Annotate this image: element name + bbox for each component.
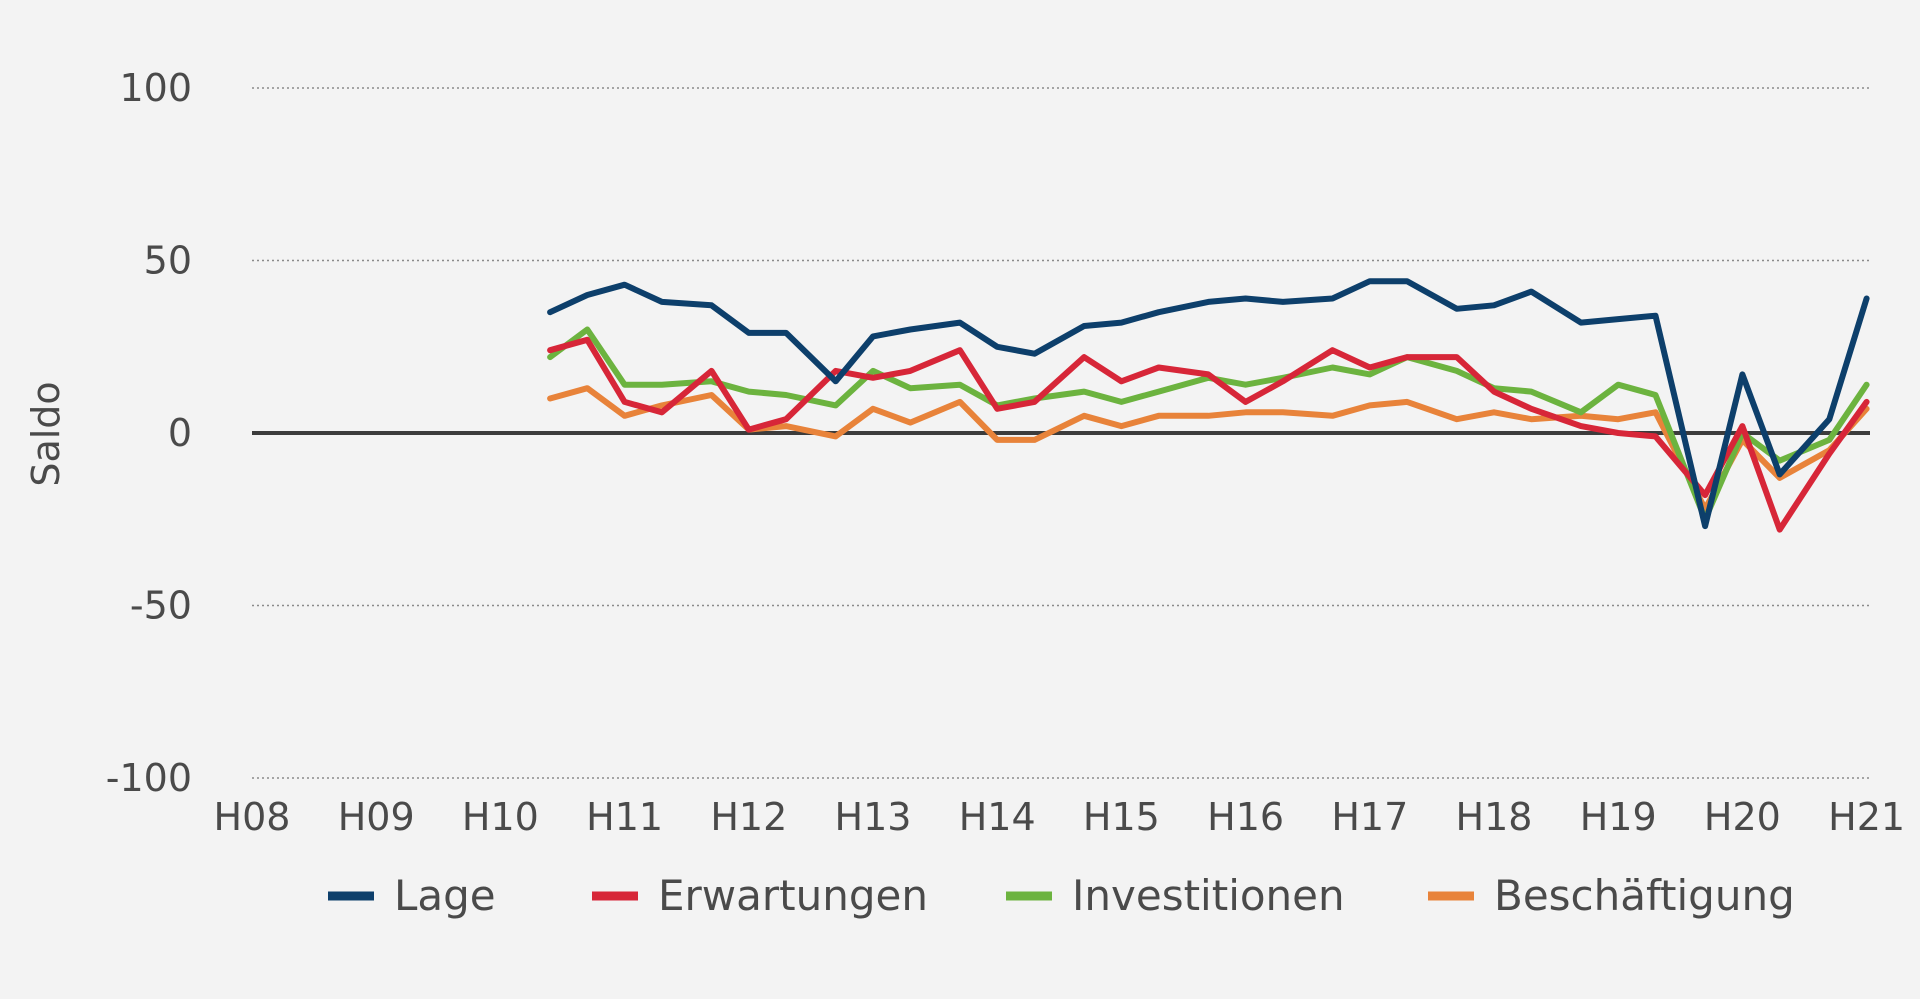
x-tick-label: H16 <box>1207 795 1284 839</box>
legend-label: Investitionen <box>1072 871 1345 920</box>
y-tick-label: 100 <box>119 66 192 110</box>
x-tick-label: H11 <box>586 795 663 839</box>
x-tick-label: H15 <box>1083 795 1160 839</box>
series-lines <box>547 278 1870 533</box>
x-tick-label: H21 <box>1828 795 1905 839</box>
y-tick-label: -100 <box>106 756 192 800</box>
legend-label: Erwartungen <box>658 871 928 920</box>
x-tick-label: H14 <box>959 795 1036 839</box>
legend: Lage Erwartungen Investitionen Beschäftigun… <box>328 871 1795 920</box>
x-tick-label: H09 <box>338 795 415 839</box>
series-line-lage <box>547 278 1870 530</box>
x-tick-label: H17 <box>1331 795 1408 839</box>
x-tick-label: H12 <box>710 795 787 839</box>
x-tick-label: H08 <box>214 795 291 839</box>
series-line-erwartungen <box>547 336 1870 533</box>
y-tick-label: 50 <box>144 239 192 283</box>
y-axis-title: Saldo <box>24 381 68 486</box>
legend-label: Lage <box>394 871 496 920</box>
x-tick-label: H13 <box>835 795 912 839</box>
gridlines <box>252 87 1870 779</box>
legend-label: Beschäftigung <box>1494 871 1795 920</box>
x-tick-label: H10 <box>462 795 539 839</box>
x-tick-label: H20 <box>1704 795 1781 839</box>
y-tick-label: 0 <box>168 411 192 455</box>
x-tick-label: H18 <box>1456 795 1533 839</box>
y-tick-label: -50 <box>130 584 192 628</box>
x-tick-label: H19 <box>1580 795 1657 839</box>
x-axis-ticks: H08 H09 H10 H11 H12 H13 H14 H15 H16 H17 H18 H19 H20 H… <box>214 795 1906 839</box>
y-axis-ticks: 100 50 0 -50 -100 <box>106 66 192 800</box>
